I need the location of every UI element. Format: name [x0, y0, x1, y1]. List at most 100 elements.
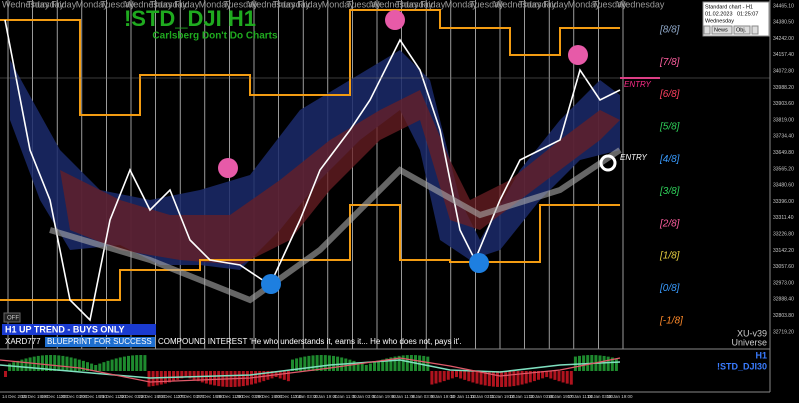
- histogram-bar: [98, 363, 102, 371]
- price-label: 34380.50: [773, 20, 794, 26]
- entry-label: ENTRY: [624, 80, 651, 89]
- day-label: Wednesday: [617, 0, 665, 9]
- indicator-line: [0, 357, 621, 383]
- obj-button-label[interactable]: Obj.: [736, 27, 747, 33]
- day-label: Thursday: [396, 0, 434, 9]
- day-label: Wednesday: [248, 0, 296, 9]
- histogram-bar: [122, 356, 126, 371]
- date-label: 12 Jan 11:00: [509, 394, 535, 399]
- date-label: 13 Jan 03:00: [529, 394, 556, 399]
- price-label: 33311.40: [773, 215, 794, 221]
- day-label: Tuesday: [223, 0, 258, 9]
- price-label: 34072.80: [773, 69, 794, 75]
- sell-signal: [568, 45, 588, 65]
- trend-label: H1 UP TREND - BUYS ONLY: [5, 324, 125, 334]
- price-label: 33734.40: [773, 134, 794, 140]
- date-label: 3 Jan 19:00: [314, 394, 338, 399]
- histogram-bar: [561, 371, 565, 383]
- murrey-label: [4/8]: [659, 154, 680, 165]
- price-label: 32803.80: [773, 313, 794, 319]
- histogram-bar: [393, 356, 397, 371]
- date-label: 9 Jan 19:00: [431, 394, 455, 399]
- date-label: 22 Dec 19:00: [139, 394, 166, 399]
- price-label: 33988.20: [773, 85, 794, 91]
- histogram-bar: [274, 371, 278, 378]
- histogram-bar: [614, 358, 618, 371]
- date-label: 29 Dec 03:00: [236, 394, 263, 399]
- indicator-timeframe: H1: [755, 350, 767, 360]
- date-label: 17 Jan 11:00: [568, 394, 594, 399]
- info-date: 01.02.2023: [705, 11, 733, 17]
- histogram-bar: [532, 371, 536, 382]
- day-label: Monday: [322, 0, 355, 9]
- version-label: XU-v39: [737, 328, 767, 338]
- histogram-bar: [487, 371, 491, 387]
- histogram-bar: [299, 357, 303, 371]
- histogram-bar: [438, 371, 442, 383]
- histogram-bar: [57, 355, 61, 371]
- date-label: 19 Dec 11:00: [41, 394, 68, 399]
- histogram-bar: [475, 371, 479, 384]
- histogram-bar: [377, 360, 381, 371]
- histogram-bar: [40, 355, 44, 371]
- histogram-bar: [397, 355, 401, 371]
- date-label: 28 Dec 11:00: [217, 394, 244, 399]
- news-button-label[interactable]: News: [714, 27, 728, 33]
- histogram-bar: [20, 359, 24, 371]
- histogram-bar: [28, 357, 32, 371]
- histogram-bar: [69, 357, 73, 371]
- histogram-bar: [356, 362, 360, 371]
- price-label: 34242.00: [773, 36, 794, 42]
- price-label: 33142.20: [773, 248, 794, 254]
- histogram-bar: [422, 355, 426, 371]
- histogram-bar: [127, 355, 130, 371]
- day-label: Tuesday: [346, 0, 381, 9]
- entry-label: ENTRY: [620, 153, 647, 162]
- murrey-label: [3/8]: [659, 186, 680, 197]
- price-label: 33226.80: [773, 232, 794, 238]
- histogram-bar: [217, 371, 221, 387]
- histogram-bar: [303, 356, 307, 371]
- murrey-label: [-1/8]: [659, 315, 683, 326]
- off-button-label[interactable]: OFF: [7, 316, 19, 322]
- histogram-bar: [430, 371, 434, 385]
- off-button[interactable]: [3, 312, 21, 323]
- histogram-bar: [389, 357, 393, 371]
- histogram-bar: [24, 358, 28, 371]
- histogram-bar: [53, 355, 57, 371]
- day-label: Friday: [174, 0, 200, 9]
- chart-title: !STD_DJI H1: [124, 6, 256, 31]
- histogram-bar: [114, 358, 118, 371]
- prev-button[interactable]: [703, 25, 711, 35]
- histogram-bar: [286, 371, 290, 382]
- histogram-bar: [184, 371, 188, 378]
- date-label: 18 Jan 03:00: [587, 394, 614, 399]
- indicator-symbol: !STD_DJI30: [717, 361, 767, 371]
- day-label: Monday: [199, 0, 232, 9]
- histogram-bar: [401, 355, 405, 371]
- histogram-bar: [463, 371, 467, 380]
- news-button[interactable]: [711, 25, 733, 35]
- histogram-bar: [479, 371, 483, 385]
- murrey-label: [2/8]: [659, 218, 680, 229]
- histogram-bar: [516, 371, 520, 386]
- blueprint-box: [45, 337, 155, 347]
- price-label: 33819.00: [773, 117, 794, 123]
- histogram-bar: [491, 371, 495, 387]
- histogram-bar: [332, 355, 335, 371]
- next-button[interactable]: [751, 25, 759, 35]
- histogram-bar: [455, 371, 458, 378]
- date-label: 27 Dec 19:00: [197, 394, 224, 399]
- histogram-bar: [180, 371, 184, 379]
- histogram-bar: [94, 364, 98, 371]
- chart-subtitle: Carlsberg Don't Do Charts: [152, 31, 278, 42]
- histogram-bar: [90, 363, 94, 371]
- histogram-bar: [315, 355, 319, 371]
- date-label: 5 Jan 03:00: [353, 394, 377, 399]
- obj-button[interactable]: [733, 25, 751, 35]
- histogram-bar: [524, 371, 528, 384]
- date-label: 6 Jan 11:00: [392, 394, 416, 399]
- trend-band: [49, 147, 622, 304]
- histogram-bar: [49, 355, 53, 371]
- histogram-bar: [520, 371, 524, 385]
